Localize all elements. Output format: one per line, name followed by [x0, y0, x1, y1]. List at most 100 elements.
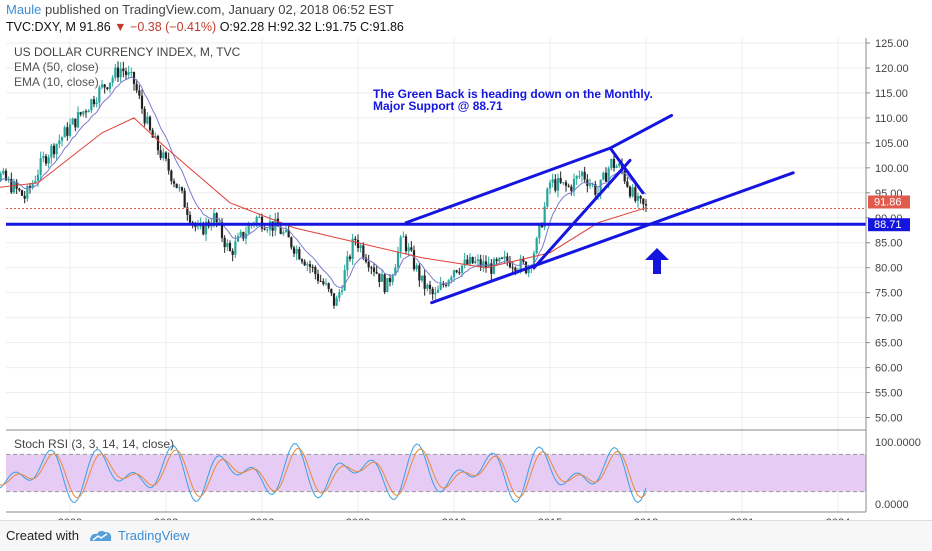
grid: [6, 38, 866, 512]
candle-body: [36, 174, 40, 181]
candle-body: [122, 68, 125, 72]
candle-body: [484, 261, 488, 268]
candle-body: [148, 116, 152, 131]
candle-body: [188, 214, 192, 223]
y-tick-label: 125.00: [875, 38, 909, 50]
candle-body: [583, 171, 586, 180]
candle-body: [12, 181, 16, 193]
candle-body: [76, 112, 80, 128]
candle-body: [164, 152, 168, 159]
annotation-line-1: The Green Back is heading down on the Mo…: [373, 87, 653, 101]
candle-body: [306, 264, 309, 266]
y-tick-label: 70.00: [875, 313, 903, 325]
candle-body: [634, 187, 637, 201]
candle-body: [242, 231, 245, 239]
candle-body: [607, 168, 610, 182]
candle-body: [378, 273, 381, 282]
candle-body: [420, 275, 424, 281]
candle-body: [602, 172, 605, 180]
candle-body: [47, 157, 50, 164]
candle-body: [292, 247, 296, 254]
candle-body: [351, 238, 354, 259]
candle-body: [554, 179, 557, 191]
ema50-line: [0, 117, 647, 269]
candle-body: [538, 225, 541, 239]
candle-body: [92, 99, 96, 105]
candle-body: [167, 158, 170, 171]
candle-body: [604, 172, 608, 182]
candle-body: [434, 292, 437, 295]
candle-body: [151, 130, 154, 138]
candle-body: [466, 259, 469, 265]
candle-body: [386, 278, 389, 293]
stoch-rsi-title: Stoch RSI (3, 3, 14, 14, close): [14, 437, 174, 451]
candle-body: [450, 277, 453, 281]
y-tick-label: 60.00: [875, 363, 903, 375]
candle-body: [180, 187, 184, 191]
price-series: [0, 61, 648, 504]
author-link[interactable]: Maule: [6, 2, 42, 17]
x-tick-label: 2012: [442, 517, 466, 520]
candle-body: [60, 137, 64, 141]
candle-body: [58, 140, 61, 145]
candle-body: [623, 170, 626, 182]
price-change: −0.38 (−0.41%): [130, 20, 217, 34]
candle-body: [506, 256, 509, 262]
candle-body: [431, 288, 434, 295]
support-price-value: 88.71: [874, 219, 902, 231]
candle-body: [575, 176, 578, 179]
candle-body: [367, 261, 370, 268]
candle-body: [23, 195, 26, 199]
candle-body: [218, 222, 221, 224]
trendline-drop-line: [609, 147, 645, 195]
candle-body: [28, 186, 32, 188]
y-tick-label: 55.00: [875, 388, 903, 400]
tradingview-link[interactable]: TradingView: [118, 528, 190, 543]
candle-body: [308, 264, 312, 267]
candle-body: [578, 175, 581, 177]
candle-body: [444, 284, 448, 286]
candle-body: [215, 213, 218, 223]
candle-body: [564, 182, 568, 186]
candle-body: [500, 257, 504, 259]
candle-body: [236, 235, 240, 242]
candle-body: [55, 144, 58, 155]
candle-body: [266, 229, 269, 231]
candle-body: [303, 261, 306, 266]
candle-body: [356, 239, 360, 249]
price-chart[interactable]: 125.00120.00115.00110.00105.00100.0095.0…: [0, 38, 932, 520]
candle-body: [124, 71, 128, 75]
candle-body: [423, 275, 426, 289]
legend-title: US DOLLAR CURRENCY INDEX, M, TVC: [14, 45, 241, 59]
candle-body: [548, 182, 552, 189]
x-tick-label: 2015: [538, 517, 562, 520]
candle-body: [311, 266, 314, 268]
candle-body: [282, 231, 285, 234]
candle-body: [210, 225, 213, 227]
candle-body: [135, 83, 138, 91]
candle-body: [532, 253, 536, 266]
x-tick-label: 2009: [346, 517, 370, 520]
legend-ema50: EMA (50, close): [14, 60, 99, 74]
candle-body: [479, 259, 482, 267]
candle-body: [322, 281, 325, 285]
candle-body: [562, 182, 565, 184]
candle-body: [140, 95, 144, 109]
candle-body: [543, 206, 546, 228]
candle-body: [63, 127, 66, 138]
candle-body: [476, 259, 480, 262]
candle-body: [226, 243, 229, 248]
x-tick-label: 2003: [154, 517, 178, 520]
stoch-rsi-k-line: [0, 443, 647, 504]
candle-body: [396, 251, 400, 268]
ema10-line: [0, 76, 647, 289]
candle-body: [335, 297, 338, 306]
candle-body: [314, 267, 317, 274]
candle-body: [418, 265, 421, 281]
y-tick-label: 115.00: [875, 88, 908, 100]
candle-body: [383, 274, 386, 293]
candle-body: [495, 259, 498, 262]
publish-date: published on TradingView.com, January 02…: [45, 2, 394, 17]
candle-body: [503, 256, 506, 259]
candle-body: [615, 166, 618, 168]
